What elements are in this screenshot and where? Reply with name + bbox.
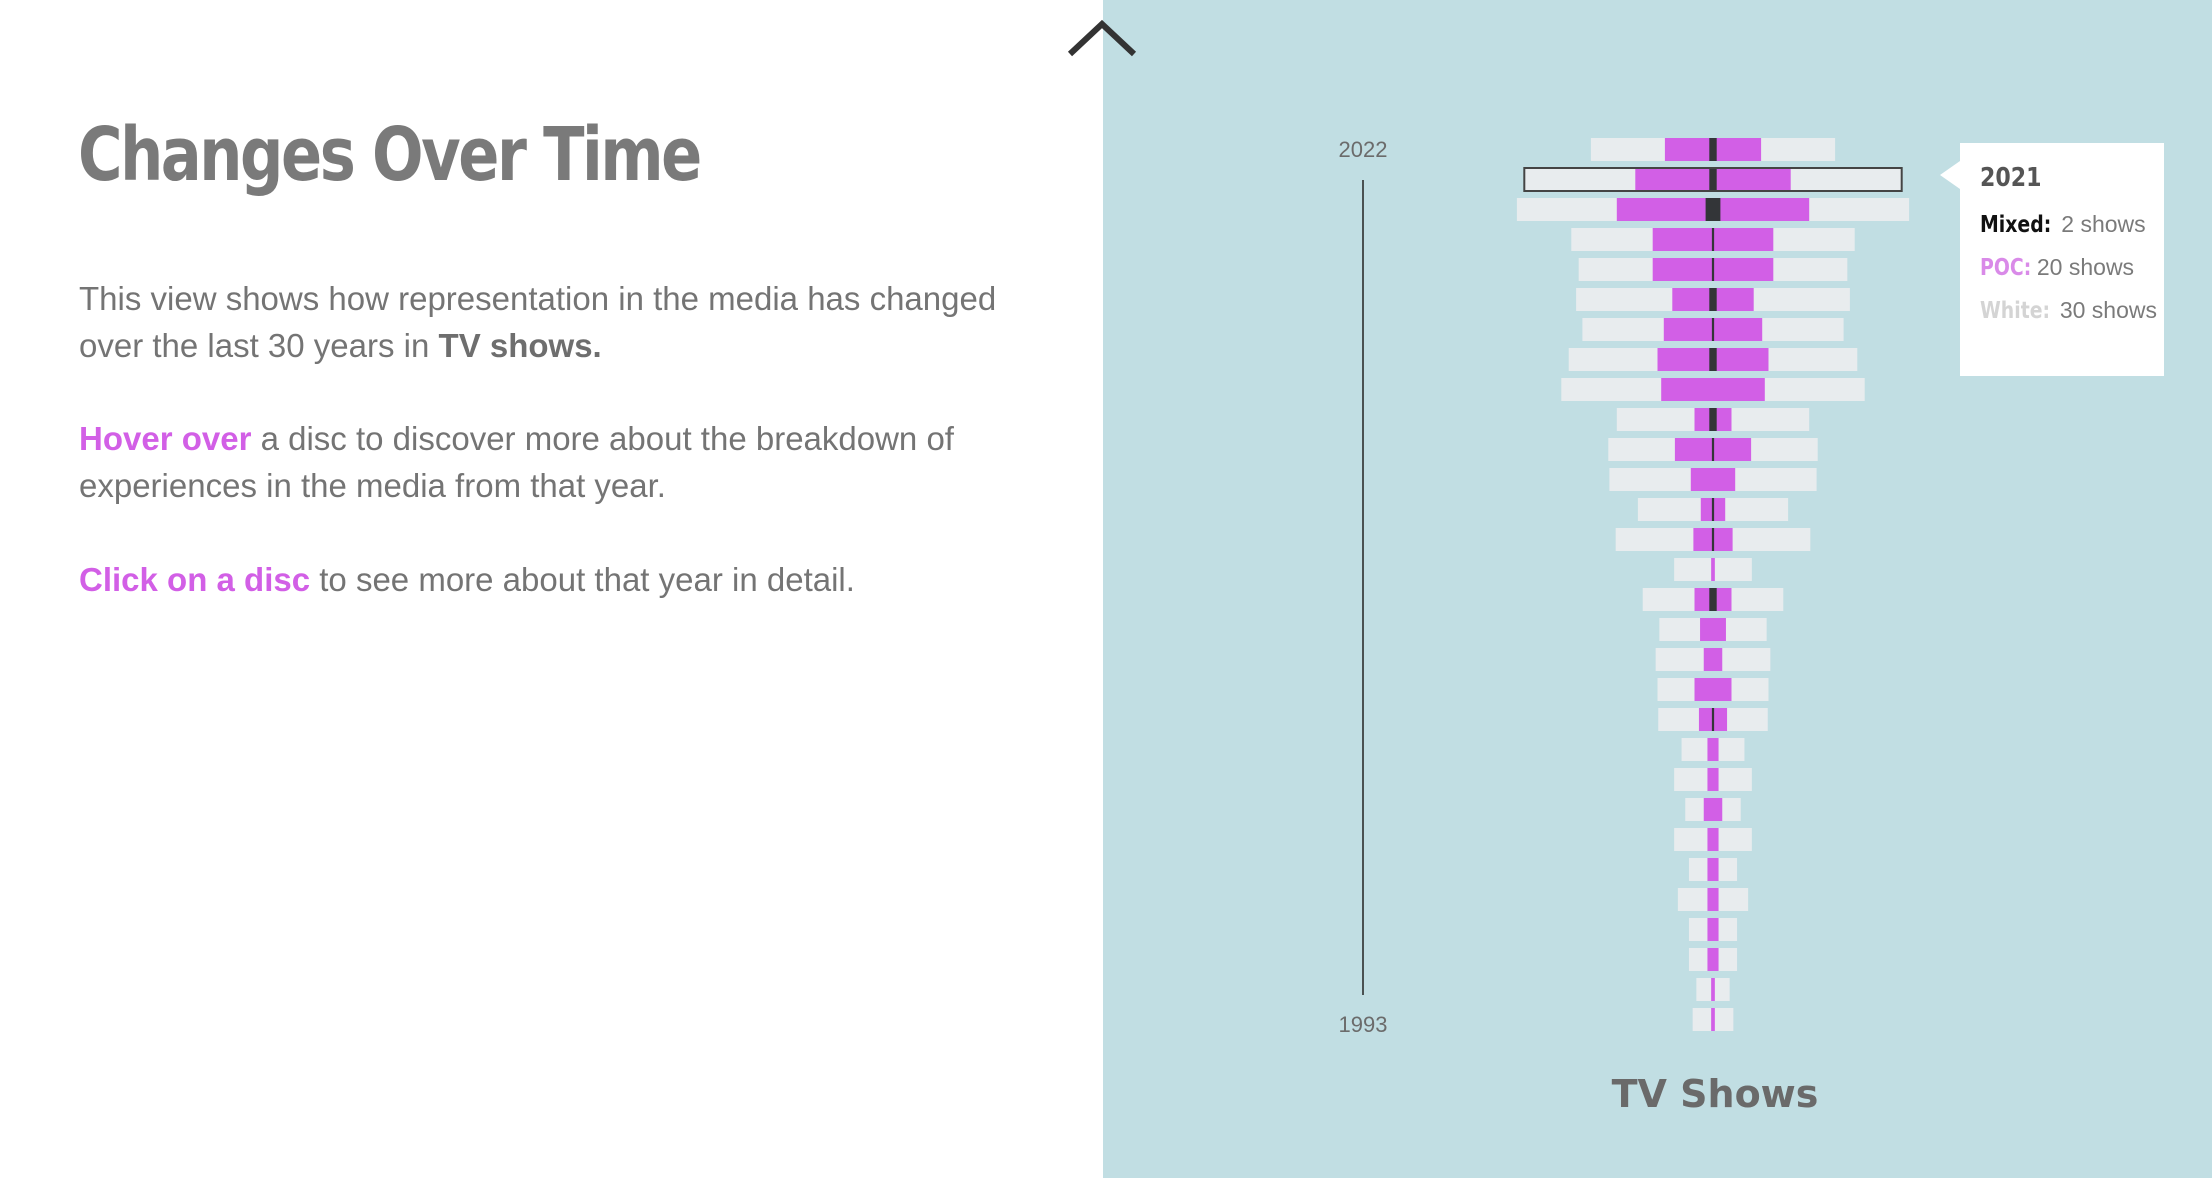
poc-bar xyxy=(1661,378,1765,401)
year-disc-2004[interactable] xyxy=(1657,678,1769,701)
click-highlight: Click on a disc xyxy=(79,561,311,598)
year-disc-2010[interactable] xyxy=(1637,498,1789,521)
year-disc-2009[interactable] xyxy=(1615,528,1811,551)
year-disc-2012[interactable] xyxy=(1608,438,1818,461)
intro-panel: Changes Over Time This view shows how re… xyxy=(0,0,1103,1178)
hover-instruction: Hover over a disc to discover more about… xyxy=(79,415,1039,509)
year-disc-2017[interactable] xyxy=(1576,288,1850,311)
year-disc-2011[interactable] xyxy=(1609,468,1817,491)
year-disc-1996[interactable] xyxy=(1688,918,1738,941)
mixed-bar xyxy=(1711,498,1715,521)
tooltip-poc-label: POC: xyxy=(1980,255,2032,281)
year-disc-2021[interactable] xyxy=(1523,167,1903,192)
chart-title: TV Shows xyxy=(1612,1072,1819,1116)
year-disc-2013[interactable] xyxy=(1616,408,1810,431)
tooltip-white-label: White: xyxy=(1980,298,2051,324)
year-disc-2016[interactable] xyxy=(1582,318,1844,341)
mixed-bar xyxy=(1709,588,1717,611)
highlight-outline xyxy=(1523,167,1903,192)
poc-bar xyxy=(1700,618,1726,641)
mixed-bar xyxy=(1709,288,1717,311)
mixed-bar xyxy=(1711,318,1715,341)
chevron-up-icon[interactable] xyxy=(1066,14,1138,60)
page-title: Changes Over Time xyxy=(78,112,702,198)
mixed-bar xyxy=(1711,528,1715,551)
tooltip-white-value: 30 shows xyxy=(2059,297,2157,323)
year-disc-2000[interactable] xyxy=(1685,798,1741,821)
mixed-bar xyxy=(1711,228,1715,251)
year-label-top: 2022 xyxy=(1339,137,1388,162)
year-disc-1997[interactable] xyxy=(1677,888,1749,911)
tooltip-mixed-row: Mixed: 2 shows xyxy=(1980,211,2164,238)
poc-bar xyxy=(1707,918,1719,941)
year-disc-2003[interactable] xyxy=(1658,708,1768,731)
mixed-bar xyxy=(1709,408,1717,431)
year-disc-2018[interactable] xyxy=(1578,258,1848,281)
poc-bar xyxy=(1703,648,1723,671)
year-disc-1998[interactable] xyxy=(1688,858,1738,881)
poc-bar xyxy=(1707,738,1719,761)
poc-bar xyxy=(1707,768,1719,791)
disc-group xyxy=(1516,138,1910,1031)
mixed-bar xyxy=(1711,258,1715,281)
tooltip-poc-row: POC: 20 shows xyxy=(1980,254,2164,281)
poc-bar xyxy=(1694,678,1732,701)
year-disc-2002[interactable] xyxy=(1681,738,1745,761)
poc-bar xyxy=(1711,1008,1715,1031)
year-disc-1995[interactable] xyxy=(1688,948,1738,971)
tv-shows-chart: 2022 1993 TV Shows xyxy=(1339,137,1910,1116)
year-disc-1993[interactable] xyxy=(1692,1008,1734,1031)
poc-bar xyxy=(1711,978,1715,1001)
mixed-bar xyxy=(1709,168,1717,191)
year-disc-1994[interactable] xyxy=(1696,978,1730,1001)
mixed-bar xyxy=(1709,138,1717,161)
year-disc-2022[interactable] xyxy=(1590,138,1836,161)
click-instruction: Click on a disc to see more about that y… xyxy=(79,556,1039,603)
tooltip-mixed-label: Mixed: xyxy=(1980,212,2052,238)
tooltip-poc-value: 20 shows xyxy=(2036,254,2135,280)
hover-highlight: Hover over xyxy=(79,420,252,457)
mixed-bar xyxy=(1711,708,1715,731)
poc-bar xyxy=(1711,558,1715,581)
poc-bar xyxy=(1703,798,1723,821)
tooltip-year: 2021 xyxy=(1980,163,2042,193)
year-disc-2008[interactable] xyxy=(1674,558,1752,581)
poc-bar xyxy=(1690,468,1736,491)
mixed-bar xyxy=(1709,348,1717,371)
click-text: to see more about that year in detail. xyxy=(310,561,855,598)
intro-bold-text: TV shows. xyxy=(438,327,602,364)
year-disc-2007[interactable] xyxy=(1642,588,1784,611)
year-disc-2001[interactable] xyxy=(1674,768,1752,791)
year-label-bottom: 1993 xyxy=(1339,1012,1388,1037)
poc-bar xyxy=(1707,858,1719,881)
poc-bar xyxy=(1707,828,1719,851)
tooltip-white-row: White: 30 shows xyxy=(1980,297,2164,324)
chart-panel: 2022 1993 TV Shows xyxy=(1103,0,2212,1178)
year-disc-2015[interactable] xyxy=(1568,348,1858,371)
year-disc-2020[interactable] xyxy=(1516,198,1910,221)
tooltip-mixed-value: 2 shows xyxy=(2061,211,2146,237)
year-disc-2019[interactable] xyxy=(1571,228,1855,251)
poc-bar xyxy=(1707,888,1719,911)
year-disc-2014[interactable] xyxy=(1561,378,1865,401)
year-disc-1999[interactable] xyxy=(1674,828,1752,851)
mixed-bar xyxy=(1705,198,1721,221)
year-disc-2006[interactable] xyxy=(1659,618,1767,641)
intro-paragraph: This view shows how representation in th… xyxy=(79,275,1039,369)
poc-bar xyxy=(1707,948,1719,971)
year-tooltip: 2021 Mixed: 2 shows POC: 20 shows White:… xyxy=(1940,143,2164,376)
mixed-bar xyxy=(1711,438,1715,461)
hover-text: a disc to discover more about the breakd… xyxy=(79,420,954,504)
year-disc-2005[interactable] xyxy=(1655,648,1771,671)
intro-text: This view shows how representation in th… xyxy=(79,280,997,364)
